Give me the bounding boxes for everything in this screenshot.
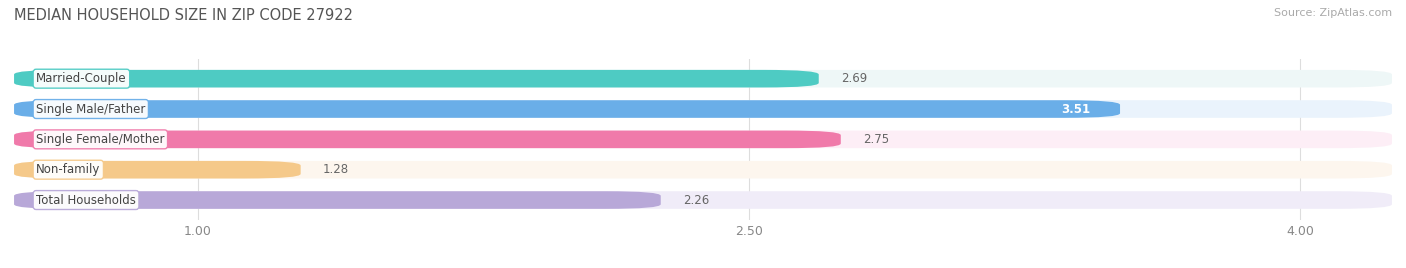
Text: 2.26: 2.26: [683, 193, 709, 207]
Text: Non-family: Non-family: [37, 163, 100, 176]
Text: Single Male/Father: Single Male/Father: [37, 103, 145, 116]
Text: Married-Couple: Married-Couple: [37, 72, 127, 85]
Text: 3.51: 3.51: [1062, 103, 1091, 116]
FancyBboxPatch shape: [14, 70, 1392, 87]
FancyBboxPatch shape: [14, 100, 1392, 118]
FancyBboxPatch shape: [14, 191, 1392, 209]
Text: Single Female/Mother: Single Female/Mother: [37, 133, 165, 146]
FancyBboxPatch shape: [14, 161, 1392, 178]
FancyBboxPatch shape: [14, 131, 1392, 148]
FancyBboxPatch shape: [14, 191, 661, 209]
FancyBboxPatch shape: [14, 100, 1121, 118]
FancyBboxPatch shape: [14, 161, 301, 178]
Text: 1.28: 1.28: [323, 163, 349, 176]
Text: Total Households: Total Households: [37, 193, 136, 207]
FancyBboxPatch shape: [14, 70, 818, 87]
Text: 2.75: 2.75: [863, 133, 889, 146]
Text: MEDIAN HOUSEHOLD SIZE IN ZIP CODE 27922: MEDIAN HOUSEHOLD SIZE IN ZIP CODE 27922: [14, 8, 353, 23]
Text: 2.69: 2.69: [841, 72, 868, 85]
Text: Source: ZipAtlas.com: Source: ZipAtlas.com: [1274, 8, 1392, 18]
FancyBboxPatch shape: [14, 131, 841, 148]
